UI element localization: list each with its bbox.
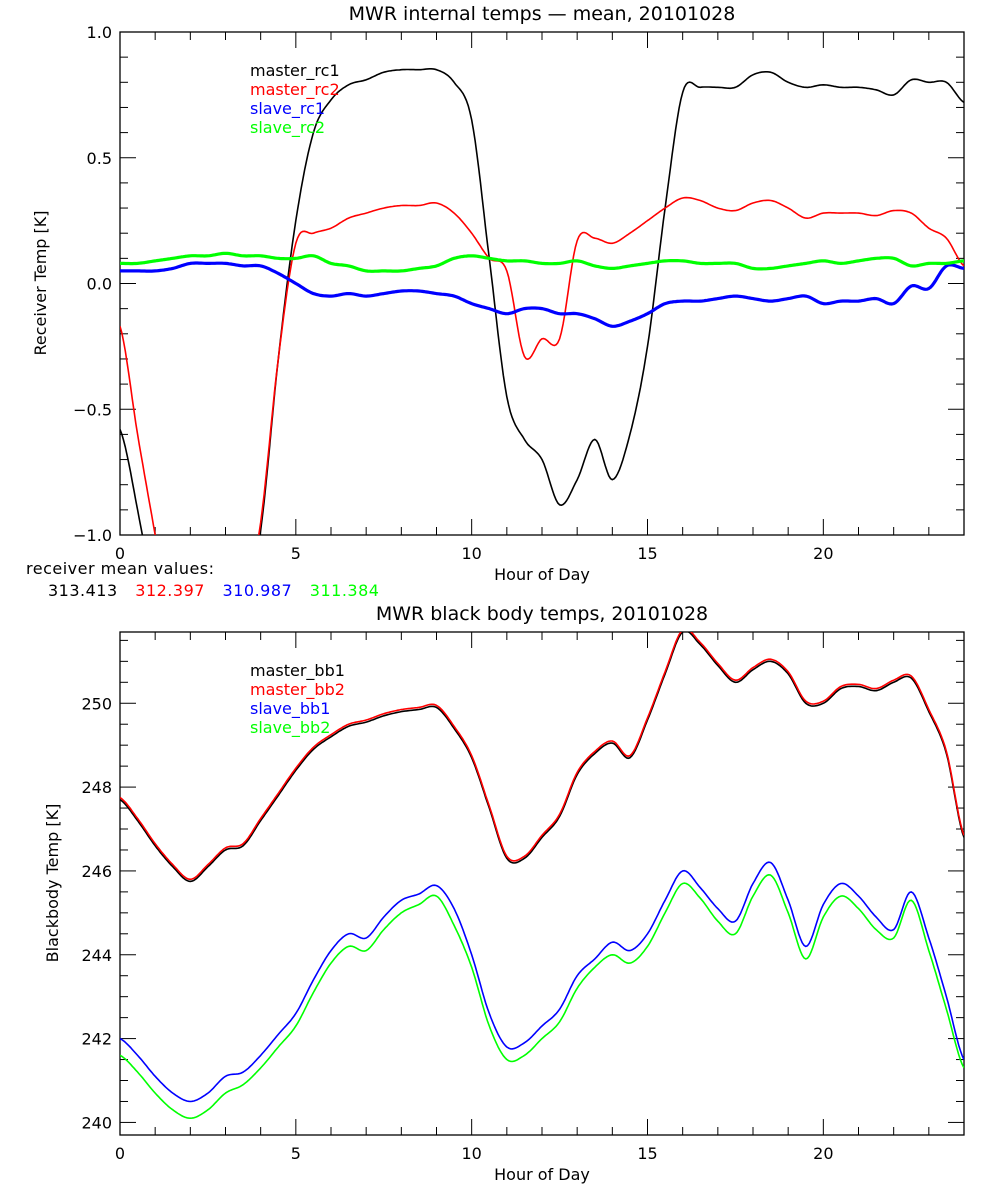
chart-title: MWR black body temps, 20101028: [376, 603, 708, 625]
y-tick-label: 240: [81, 1113, 112, 1132]
y-axis-label: Receiver Temp [K]: [31, 210, 50, 355]
mean-value-slave-rc2: 311.384: [309, 581, 380, 600]
y-tick-label: −1.0: [73, 526, 112, 545]
axis-ticks: [119, 632, 965, 1135]
receiver-mean-label: receiver mean values:: [26, 559, 215, 578]
series-line-master-bb1: [120, 632, 964, 883]
legend-item-slave-rc1: slave_rc1: [250, 99, 325, 119]
y-tick-label: 242: [81, 1030, 112, 1049]
legend-item-master-bb1: master_bb1: [250, 661, 345, 681]
panel-blackbody-temps: MWR black body temps, 20101028 0 5 10 15 20 …: [43, 603, 965, 1184]
x-tick-label: 5: [291, 1144, 301, 1163]
panel-receiver-temps: MWR internal temps — mean, 20101028 0 5 10…: [31, 3, 965, 584]
x-tick-label: 15: [637, 1144, 657, 1163]
x-tick-label: 0: [115, 1144, 125, 1163]
x-tick-labels: 0 5 10 15 20: [115, 1144, 834, 1163]
mean-value-slave-rc1: 310.987: [222, 581, 293, 600]
y-tick-label: 248: [81, 778, 112, 797]
y-axis-label: Blackbody Temp [K]: [43, 804, 62, 963]
series-line-slave-bb1: [120, 861, 964, 1103]
x-tick-label: 10: [461, 1144, 481, 1163]
legend-item-master-bb2: master_bb2: [250, 680, 345, 700]
axis-ticks: [119, 31, 965, 536]
x-axis-label: Hour of Day: [494, 1165, 590, 1184]
legend-item-slave-rc2: slave_rc2: [250, 118, 325, 138]
x-tick-label: 15: [637, 544, 657, 563]
x-tick-label: 5: [291, 544, 301, 563]
y-tick-labels: 240 242 244 246 248 250: [81, 694, 112, 1132]
y-tick-labels: −1.0 −0.5 0.0 0.5 1.0: [73, 23, 112, 545]
legend-item-master-rc2: master_rc2: [250, 80, 340, 100]
series-line-slave-rc1: [120, 261, 964, 328]
y-tick-label: −0.5: [73, 400, 112, 419]
series-line-slave-bb2: [120, 874, 964, 1119]
legend-item-master-rc1: master_rc1: [250, 61, 340, 81]
series-line-slave-rc2: [120, 251, 964, 273]
legend-item-slave-bb2: slave_bb2: [250, 718, 330, 738]
x-axis-label: Hour of Day: [494, 565, 590, 584]
y-tick-label: 250: [81, 694, 112, 713]
y-tick-label: 244: [81, 946, 112, 965]
series-line-master-rc2: [120, 196, 964, 535]
x-tick-label: 20: [813, 1144, 833, 1163]
legend-item-slave-bb1: slave_bb1: [250, 699, 330, 719]
mean-value-master-rc2: 312.397: [135, 581, 205, 600]
series-line-master-rc1: [120, 68, 964, 535]
series-line-master-bb2: [120, 632, 964, 881]
y-tick-label: 0.0: [87, 275, 112, 294]
receiver-mean-values: 313.413 312.397 310.987 311.384: [48, 581, 391, 600]
x-tick-label: 10: [461, 544, 481, 563]
y-tick-label: 246: [81, 862, 112, 881]
x-tick-labels: 0 5 10 15 20: [115, 544, 834, 563]
x-tick-label: 20: [813, 544, 833, 563]
plot-frame: [119, 631, 965, 1136]
x-tick-label: 0: [115, 544, 125, 563]
mean-value-master-rc1: 313.413: [48, 581, 118, 600]
y-tick-label: 0.5: [87, 149, 112, 168]
chart-title: MWR internal temps — mean, 20101028: [349, 3, 736, 25]
y-tick-label: 1.0: [87, 23, 112, 42]
